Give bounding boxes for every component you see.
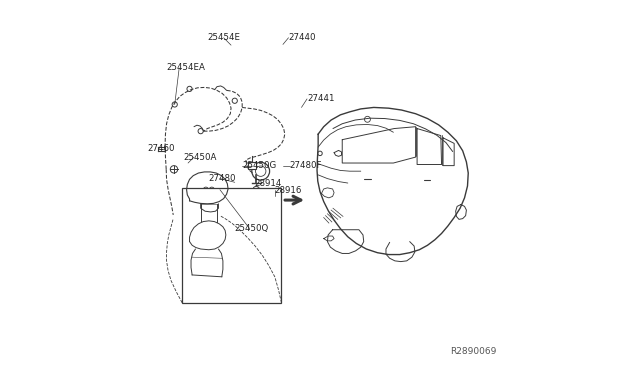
Text: 27460: 27460 bbox=[147, 144, 175, 153]
Text: 27480: 27480 bbox=[209, 174, 236, 183]
Bar bbox=[248, 162, 255, 169]
Text: 27440: 27440 bbox=[289, 33, 316, 42]
Text: 25450Q: 25450Q bbox=[235, 224, 269, 233]
Text: 25454EA: 25454EA bbox=[166, 63, 205, 72]
Text: 28916: 28916 bbox=[275, 186, 302, 195]
Text: 25450A: 25450A bbox=[183, 153, 216, 161]
Text: 27441: 27441 bbox=[307, 94, 335, 103]
Text: 25450G: 25450G bbox=[242, 161, 276, 170]
Text: R2890069: R2890069 bbox=[450, 347, 496, 356]
Text: 28914: 28914 bbox=[254, 179, 282, 187]
Bar bbox=[182, 188, 282, 303]
Text: 25454E: 25454E bbox=[207, 33, 240, 42]
Text: 27480F: 27480F bbox=[290, 161, 322, 170]
